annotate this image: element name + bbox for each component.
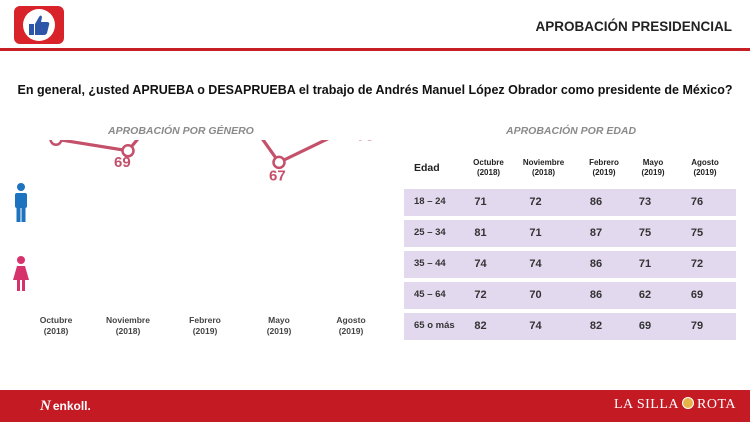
age-table-title: APROBACIÓN POR EDAD [506,125,637,137]
row-label: 35 – 44 [414,258,446,269]
column-header-2: Noviembre (2018) [522,158,565,177]
row-label: 18 – 24 [414,196,446,207]
thumbs-up-icon [29,15,50,35]
table-cell: 73 [638,196,652,208]
x-tick-label-3: Mayo (2019) [267,315,292,336]
table-cell: 74 [529,258,542,270]
male-figure-icon [15,183,27,222]
data-label-women-3: 67 [269,167,286,184]
data-point-women-0 [49,140,63,146]
table-cell: 79 [690,320,704,332]
data-label-women-1: 69 [114,154,131,171]
survey-question: En general, ¿usted APRUEBA o DESAPRUEBA … [17,83,733,97]
table-cell: 74 [529,320,542,332]
x-tick-label-4: Agosto (2019) [336,315,365,336]
table-cell: 81 [474,227,487,239]
table-cell: 75 [690,227,704,239]
gender-chart-title: APROBACIÓN POR GÉNERO [108,125,254,137]
table-cell: 72 [529,196,542,208]
seal-icon [682,397,694,409]
table-cell: 71 [529,227,542,239]
data-point-women-1 [121,144,135,158]
table-cell: 70 [529,289,542,301]
table-cell: 76 [690,196,704,208]
table-cell: 71 [474,196,487,208]
table-cell: 62 [638,289,652,301]
column-header-5: Agosto (2019) [691,158,719,177]
series-line-women [55,140,330,165]
table-cell: 87 [589,227,603,239]
column-header-1: Octubre (2018) [473,158,504,177]
table-cell: 71 [638,258,652,270]
header-logo [14,6,64,44]
row-label: 45 – 64 [414,289,446,300]
table-cell: 86 [589,258,603,270]
table-cell: 82 [589,320,603,332]
table-cell: 86 [589,196,603,208]
x-tick-label-2: Febrero (2019) [189,315,221,336]
row-label: 25 – 34 [414,227,446,238]
table-cell: 69 [690,289,704,301]
table-row: 45 – 64 72 70 86 62 69 [404,282,736,309]
column-header-0: Edad [414,162,440,174]
table-row: 18 – 24 71 72 86 73 76 [404,189,736,216]
row-label: 65 o más [414,320,455,331]
header-divider [0,48,750,51]
female-figure-icon [13,256,29,291]
table-cell: 69 [638,320,652,332]
table-cell: 82 [474,320,487,332]
age-table-header: Edad Octubre (2018) Noviembre (2018) Febrero(… [404,155,736,185]
column-header-4: Mayo (2019) [641,158,665,177]
x-tick-label-0: Octubre (2018) [40,315,73,336]
age-table: Edad Octubre (2018) Noviembre (2018) Febrero(… [404,155,736,340]
gender-line-chart: 81748673747169856773 Octubre(2018)Noviem… [13,140,374,336]
data-label-women-4: 73 [357,140,374,145]
table-cell: 72 [474,289,487,301]
table-cell: 74 [474,258,487,270]
table-row: 25 – 34 81 71 87 75 75 [404,220,736,247]
column-header-3: Febrero (2019) [589,158,619,177]
page-title: APROBACIÓN PRESIDENCIAL [535,19,732,34]
table-row: 35 – 44 74 74 86 71 72 [404,251,736,278]
table-row: 65 o más 82 74 82 69 79 [404,313,736,340]
table-cell: 75 [638,227,652,239]
x-tick-label-1: Noviembre (2018) [106,315,150,336]
la-silla-rota-logo: LA SILLA ROTA [613,397,736,412]
footer-bar [0,390,750,422]
table-cell: 86 [589,289,603,301]
table-cell: 72 [690,258,704,270]
data-point-women-3 [272,155,286,170]
